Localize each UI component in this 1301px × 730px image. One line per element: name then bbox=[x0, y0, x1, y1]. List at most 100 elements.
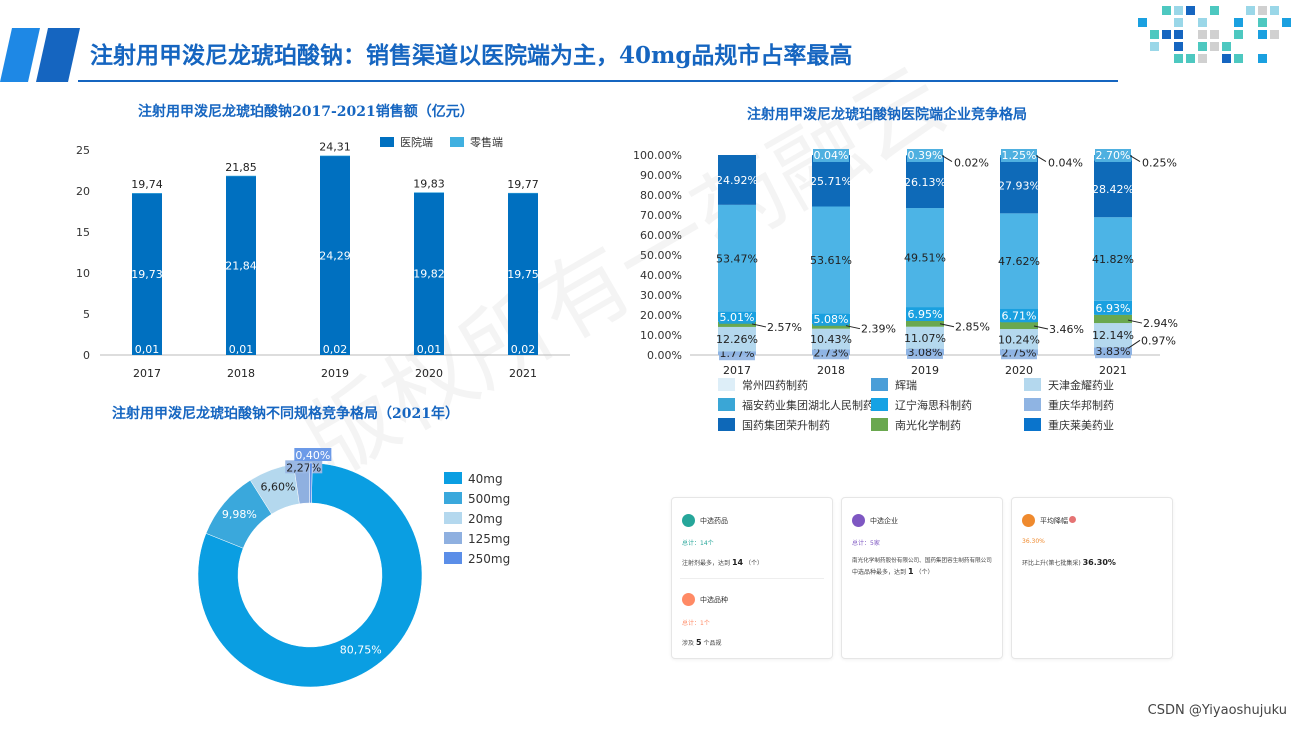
x-tick-label: 2017 bbox=[723, 364, 751, 377]
legend-swatch bbox=[444, 552, 462, 564]
stack-segment bbox=[1094, 217, 1132, 301]
card-desc-suffix: （个） bbox=[745, 560, 764, 567]
card-sub-value: 5 bbox=[695, 638, 702, 647]
label-box bbox=[907, 345, 943, 359]
legend-label: 医院端 bbox=[400, 135, 433, 149]
card-total: 总计：14个 bbox=[682, 540, 714, 547]
donut-slice bbox=[309, 462, 313, 504]
card-desc-value: 14 bbox=[731, 558, 744, 567]
pattern-square bbox=[1198, 30, 1207, 39]
legend-swatch bbox=[871, 418, 888, 431]
y-tick-label: 70.00% bbox=[640, 209, 682, 222]
card-desc-prefix: 注射剂最多，达到 bbox=[682, 560, 731, 567]
legend-swatch bbox=[871, 398, 888, 411]
footer-credit: CSDN @Yiyaoshujuku bbox=[1147, 703, 1287, 718]
bar-segment bbox=[226, 175, 256, 177]
bar-segment bbox=[508, 193, 538, 355]
hospital-competition-chart: 0.00% 10.00% 20.00% 30.00% 40.00% 50.00% 60.00… bbox=[633, 149, 1178, 432]
card-sub-prefix: 涉及 bbox=[682, 640, 695, 647]
chart2-title: 注射用甲泼尼龙琥珀酸钠医院端企业竞争格局 bbox=[747, 107, 1027, 123]
card-title: 中选企业 bbox=[870, 517, 898, 525]
bar-value-label: 19,73 bbox=[131, 268, 163, 281]
label-box bbox=[907, 308, 943, 322]
segment-label: 12.26% bbox=[716, 333, 758, 346]
segment-label: 0.04% bbox=[814, 149, 849, 162]
legend-swatch bbox=[871, 378, 888, 391]
segment-label: 5.01% bbox=[720, 311, 755, 324]
callout-label: 2.57% bbox=[767, 321, 802, 334]
legend-swatch bbox=[444, 492, 462, 504]
bar-total-label: 19,83 bbox=[413, 177, 445, 190]
label-box bbox=[1001, 149, 1037, 162]
header-accent-bars bbox=[0, 28, 80, 82]
legend-label: 重庆华邦制药 bbox=[1048, 398, 1114, 412]
segment-label: 12.14% bbox=[1092, 329, 1134, 342]
callout-line bbox=[939, 323, 955, 328]
y-tick-label: 40.00% bbox=[640, 269, 682, 282]
spec-donut-chart: 80,75% 9,98% 6,60% 2,27%0,40% 40mg 500mg 20mg 1… bbox=[197, 448, 510, 688]
label-box bbox=[813, 312, 849, 326]
card-desc: 环比上升(第七批集采) 36.30% bbox=[1022, 558, 1116, 567]
bar-value-label: 21,84 bbox=[225, 259, 257, 272]
segment-label: 26.13% bbox=[904, 176, 946, 189]
bar-total-label: 19,74 bbox=[131, 178, 163, 191]
segment-label: 25.71% bbox=[810, 175, 852, 188]
building-icon bbox=[852, 514, 865, 527]
donut-slice bbox=[197, 462, 423, 688]
pattern-square bbox=[1270, 30, 1279, 39]
label-box bbox=[285, 460, 323, 474]
sales-bar-chart: 0 5 10 15 20 25 19,73 0,01 19,74 2017 21,84 0,01 21,… bbox=[76, 135, 570, 380]
callout-label: 0.04% bbox=[1048, 157, 1083, 170]
stack-segment bbox=[1094, 323, 1132, 348]
callout-label: 0.25% bbox=[1142, 157, 1177, 170]
card-desc-value: 1 bbox=[907, 567, 914, 576]
legend-swatch bbox=[718, 398, 735, 411]
x-tick-label: 2019 bbox=[321, 367, 349, 380]
stack-segment bbox=[718, 321, 756, 327]
segment-label: 6.93% bbox=[1096, 302, 1131, 315]
segment-label: 53.47% bbox=[716, 252, 758, 265]
bar-segment bbox=[132, 193, 162, 194]
callout-line bbox=[941, 155, 953, 163]
pattern-square bbox=[1222, 54, 1231, 63]
pattern-square bbox=[1150, 42, 1159, 51]
slice-label: 6,60% bbox=[261, 481, 296, 494]
info-icon[interactable] bbox=[1069, 516, 1076, 523]
stack-segment bbox=[906, 320, 944, 327]
x-tick-label: 2017 bbox=[133, 367, 161, 380]
legend-swatch bbox=[380, 137, 394, 147]
legend-label: 20mg bbox=[468, 512, 503, 526]
callout-line bbox=[1033, 325, 1049, 330]
retail-value-label: 0,01 bbox=[229, 343, 254, 356]
label-box bbox=[907, 149, 943, 162]
pattern-square bbox=[1258, 54, 1267, 63]
bar-total-label: 19,77 bbox=[507, 178, 539, 191]
pattern-square bbox=[1234, 54, 1243, 63]
y-tick-label: 0 bbox=[83, 349, 90, 362]
y-tick-label: 90.00% bbox=[640, 169, 682, 182]
card-sub-title: 中选品种 bbox=[700, 596, 728, 604]
segment-label: 3.83% bbox=[1096, 345, 1131, 358]
legend-swatch bbox=[718, 378, 735, 391]
slice-label: 80,75% bbox=[340, 644, 382, 657]
chart-icon bbox=[1022, 514, 1035, 527]
pattern-square bbox=[1222, 42, 1231, 51]
bar-segment bbox=[414, 192, 444, 193]
pattern-square bbox=[1150, 30, 1159, 39]
card-selected-drugs: 中选药品 总计：14个 注射剂最多，达到 14 （个） 中选品种 总计：1个 涉… bbox=[671, 497, 833, 659]
pattern-square bbox=[1174, 54, 1183, 63]
y-tick-label: 30.00% bbox=[640, 289, 682, 302]
x-tick-label: 2020 bbox=[1005, 364, 1033, 377]
callout-line bbox=[1035, 155, 1047, 163]
retail-value-label: 0,02 bbox=[323, 343, 348, 356]
card-sub-total: 总计：1个 bbox=[682, 620, 710, 627]
label-box bbox=[1095, 345, 1131, 359]
card-desc-value: 36.30% bbox=[1082, 558, 1116, 567]
card-sub-suffix: 个品规 bbox=[703, 640, 722, 647]
legend-swatch bbox=[1024, 378, 1041, 391]
stack-segment bbox=[812, 328, 850, 350]
legend-label: 辉瑞 bbox=[895, 378, 917, 392]
card-total: 总计：5家 bbox=[852, 540, 880, 547]
pattern-square bbox=[1186, 54, 1195, 63]
card-desc: 中选品种最多，达到 1 （个） bbox=[852, 567, 933, 576]
